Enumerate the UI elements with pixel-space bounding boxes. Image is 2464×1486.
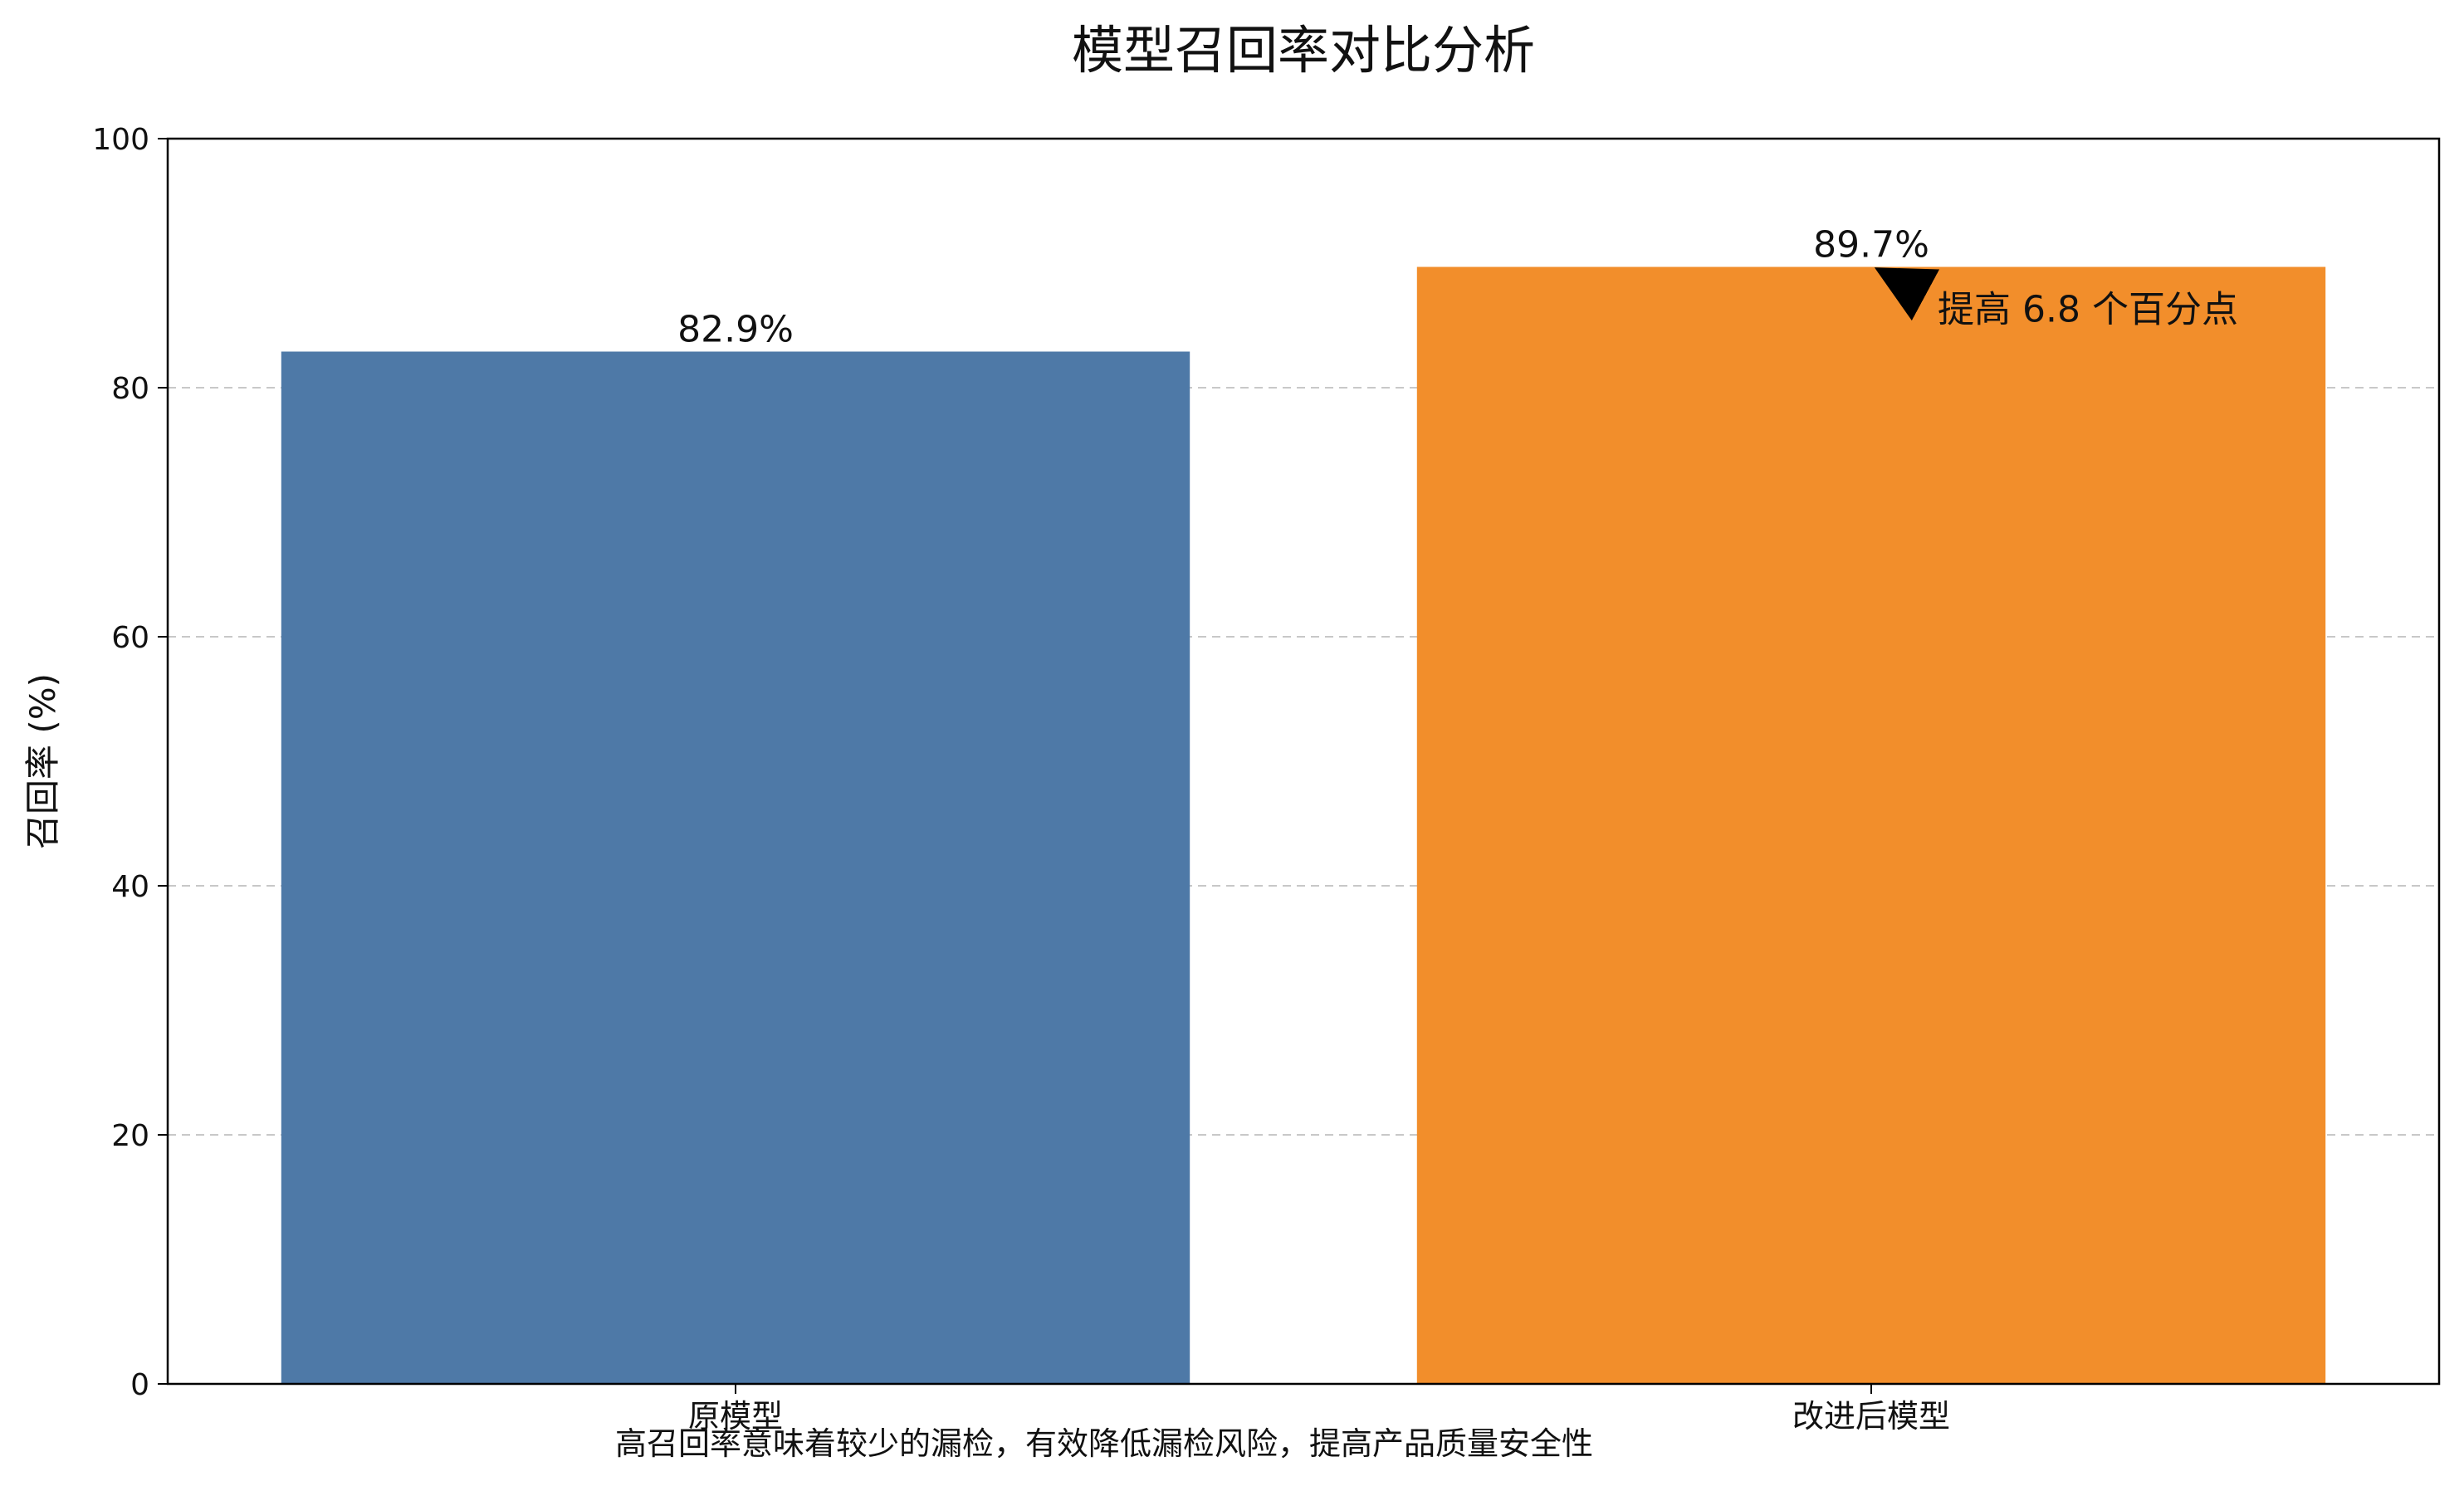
- x-tick-label-1: 改进后模型: [1792, 1398, 1950, 1435]
- y-tick-label-80: 80: [111, 372, 149, 406]
- bar-value-label-0: 82.9%: [677, 309, 794, 351]
- y-tick-label-20: 20: [111, 1119, 149, 1153]
- y-tick-label-0: 0: [130, 1368, 149, 1402]
- bar-value-labels: 82.9% 89.7%: [677, 224, 1929, 351]
- chart-title: 模型召回率对比分析: [1072, 20, 1535, 81]
- y-tick-label-100: 100: [92, 123, 149, 157]
- x-tick-label-0: 原模型: [688, 1398, 783, 1435]
- plot-frame: [166, 137, 2441, 1386]
- y-tick-label-60: 60: [111, 621, 149, 655]
- y-axis-ticks: 0 20 40 60 80 100: [92, 123, 168, 1402]
- x-axis-ticks: 原模型 改进后模型: [688, 1384, 1950, 1435]
- bar-1: [1416, 266, 2326, 1384]
- bars: [281, 266, 2326, 1384]
- y-tick-label-40: 40: [111, 870, 149, 904]
- bar-value-label-1: 89.7%: [1813, 224, 1929, 266]
- annotation-arrow: [1874, 267, 1940, 321]
- bar-0: [281, 351, 1190, 1384]
- footnote: 高召回率意味着较少的漏检，有效降低漏检风险，提高产品质量安全性: [615, 1425, 1593, 1462]
- y-axis-label: 召回率 (%): [22, 673, 63, 849]
- annotation-text: 提高 6.8 个百分点: [1938, 289, 2238, 331]
